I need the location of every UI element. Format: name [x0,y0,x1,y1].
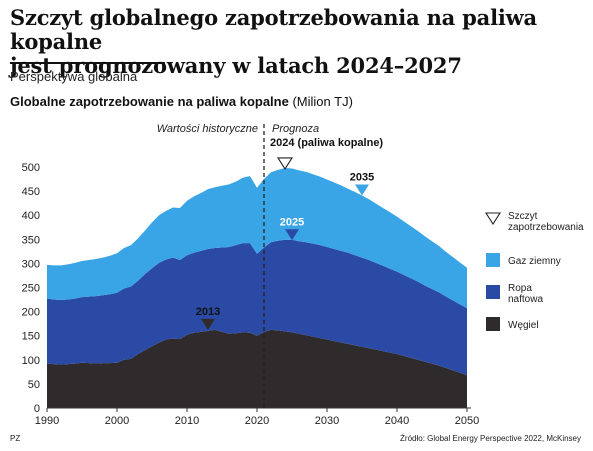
y-tick-label-400: 400 [22,210,40,222]
annotation-historic: Wartości historyczne [157,123,258,135]
x-tick-label-2030: 2030 [315,415,339,427]
y-tick-label-0: 0 [34,403,40,415]
peak-marker-label-2013: 2013 [196,306,220,318]
chart-title: Szczyt globalnego zapotrzebowania na pal… [10,6,585,78]
x-tick-label-2040: 2040 [385,415,409,427]
chart-heading: Globalne zapotrzebowanie na paliwa kopal… [10,94,353,109]
y-tick-label-200: 200 [22,307,40,319]
peak-marker-2025 [285,229,299,241]
peak-marker-label-2025: 2025 [280,216,304,228]
chart-heading-bold: Globalne zapotrzebowanie na paliwa kopal… [10,94,289,109]
y-tick-label-250: 250 [22,283,40,295]
footer-source: Źródło: Global Energy Perspective 2022, … [400,434,581,443]
legend-swatch-2 [486,285,500,299]
y-tick-label-100: 100 [22,355,40,367]
x-tick-label-2020: 2020 [245,415,269,427]
legend-label-0: Szczyt zapotrzebowania [508,211,584,233]
annotation-forecast: Prognoza [272,123,319,135]
title-divider [10,62,165,64]
legend-label-1: Gaz ziemny [508,256,561,267]
y-tick-label-450: 450 [22,186,40,198]
x-tick-label-2000: 2000 [105,415,129,427]
y-tick-label-350: 350 [22,234,40,246]
x-tick-label-2050: 2050 [455,415,479,427]
peak-marker-label-2035: 2035 [350,171,374,183]
footer-logo-text: PZ [10,434,21,443]
chart-title-line2: jest prognozowany w latach 2024–2027 [10,53,462,78]
peak-marker-2035 [355,184,369,196]
area-series-ropa-naftowa [47,239,467,376]
legend-label-2: Ropa naftowa [508,283,543,305]
y-tick-label-150: 150 [22,331,40,343]
peak-marker-2013 [201,318,215,330]
y-tick-label-50: 50 [28,379,40,391]
chart-heading-unit: (Milion TJ) [292,94,353,109]
x-tick-label-1990: 1990 [35,415,59,427]
chart-subtitle: Perspektywa globalna [10,69,138,84]
area-series-gaz-ziemny [47,167,467,309]
area-series-wegiel [47,329,467,408]
y-tick-label-300: 300 [22,258,40,270]
legend-peak-icon [484,212,502,226]
legend-swatch-1 [486,253,500,267]
annotation-forecast-sub: 2024 (paliwa kopalne) [270,137,383,149]
chart-title-line1: Szczyt globalnego zapotrzebowania na pal… [10,5,537,54]
legend-label-3: Węgiel [508,320,539,331]
legend-swatch-3 [486,317,500,331]
y-tick-label-500: 500 [22,162,40,174]
x-tick-label-2010: 2010 [175,415,199,427]
peak-marker-outline [276,157,294,170]
